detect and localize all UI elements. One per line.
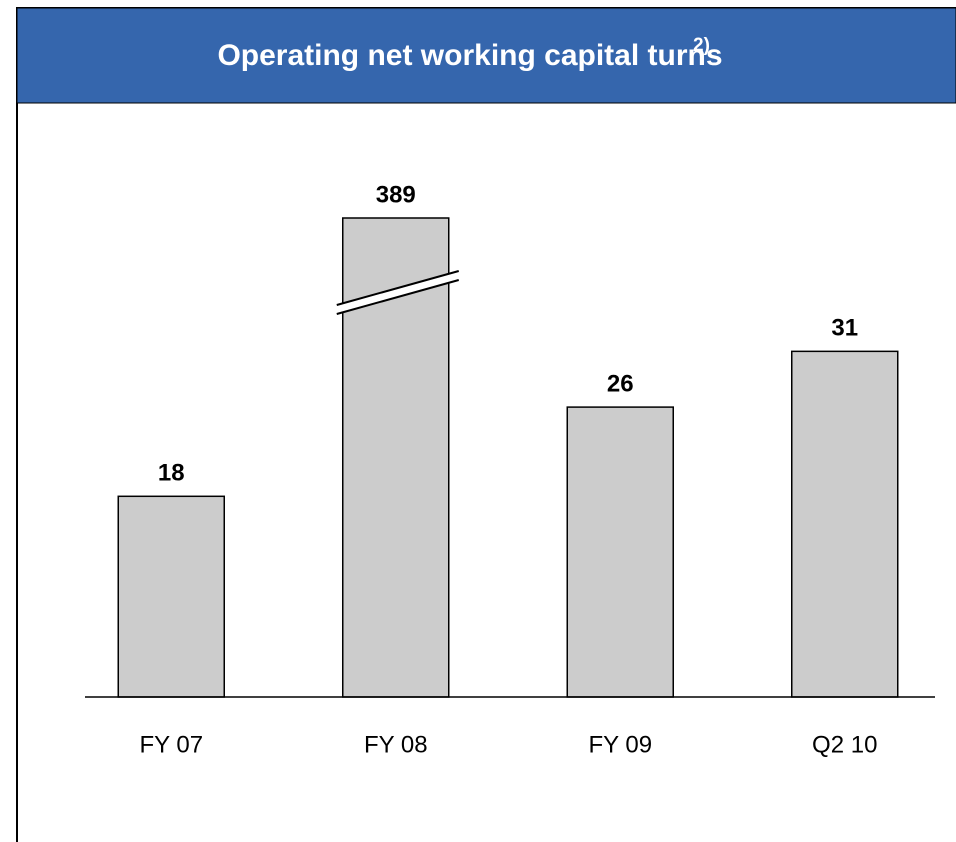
value-label: 18 [158, 460, 185, 487]
bar [791, 350, 899, 698]
x-tick-label: FY 09 [588, 731, 652, 758]
bar [566, 406, 674, 698]
axis-break-line [336, 279, 460, 315]
title-note: 2) [693, 35, 710, 56]
x-tick-label: Q2 10 [812, 731, 877, 758]
header [16, 7, 956, 104]
axis-break [336, 271, 459, 314]
value-label: 389 [376, 181, 416, 208]
x-tick-label: FY 08 [364, 731, 428, 758]
x-tick-label: FY 07 [139, 731, 203, 758]
bar [117, 495, 225, 698]
axis-break-line [336, 270, 460, 306]
chart-title: Operating net working capital turns [217, 39, 722, 72]
value-label: 26 [607, 370, 634, 397]
value-label: 31 [831, 315, 858, 342]
